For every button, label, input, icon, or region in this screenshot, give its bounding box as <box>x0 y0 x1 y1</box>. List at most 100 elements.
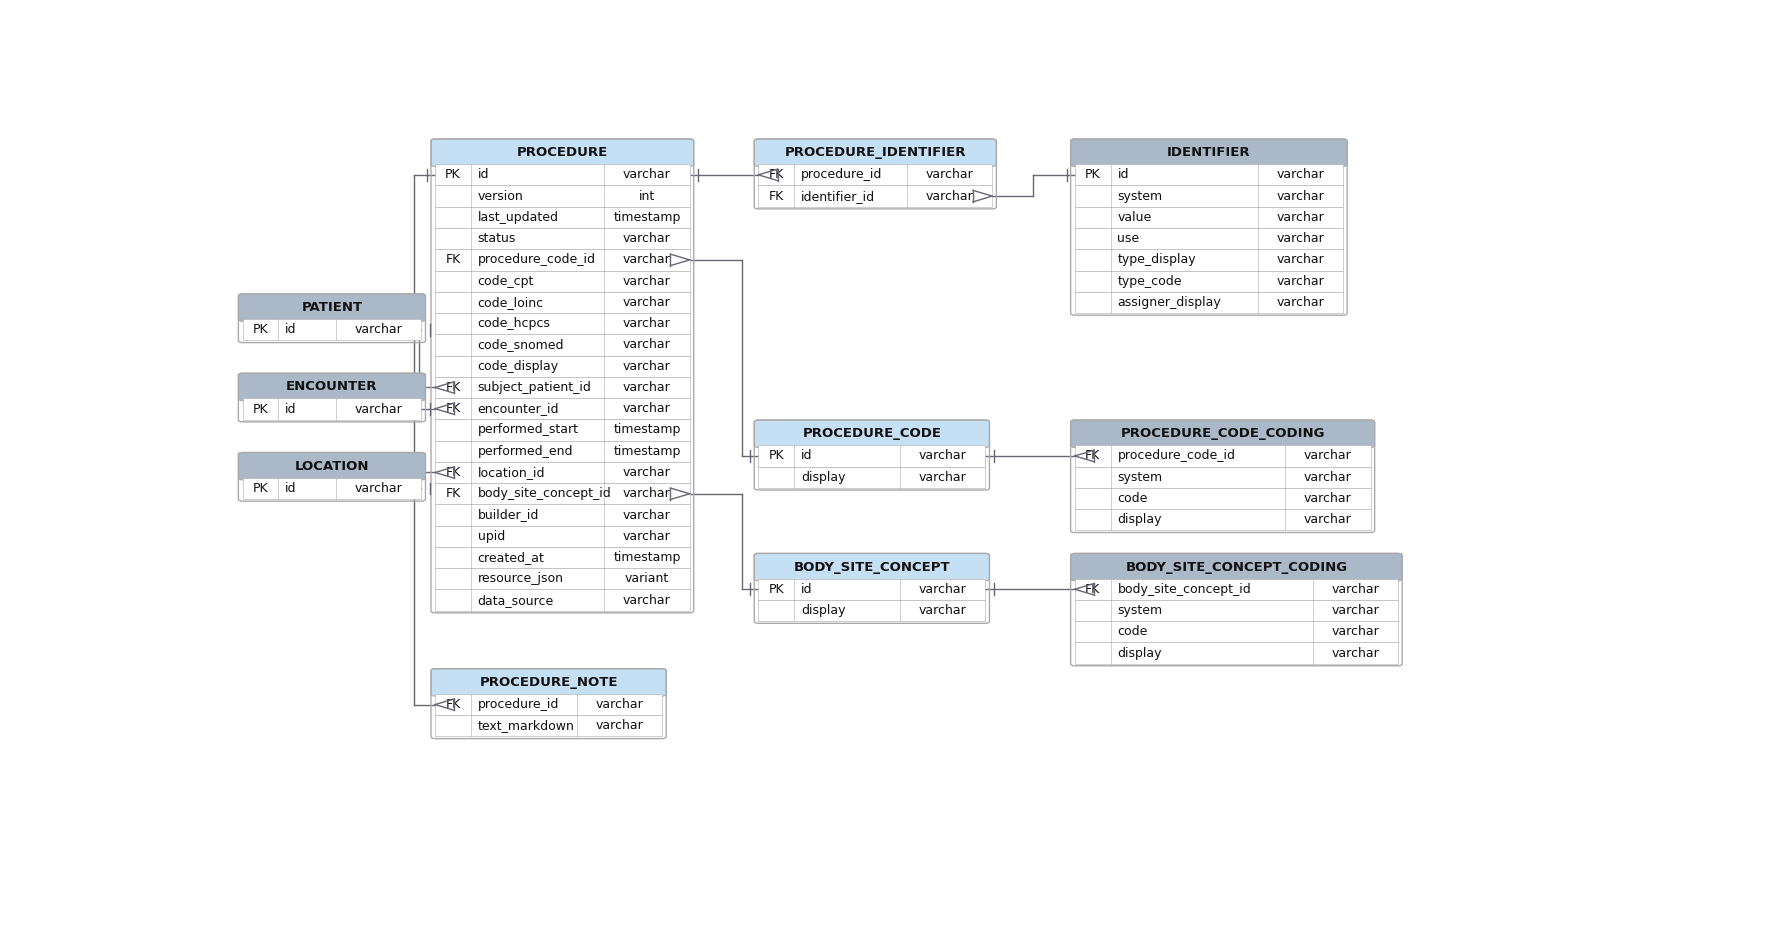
Text: FK: FK <box>1085 449 1100 462</box>
Text: IDENTIFIER: IDENTIFIER <box>1168 146 1251 159</box>
FancyBboxPatch shape <box>431 668 666 696</box>
Text: varchar: varchar <box>1331 604 1379 617</box>
Text: BODY_SITE_CONCEPT: BODY_SITE_CONCEPT <box>793 561 950 574</box>
Text: varchar: varchar <box>1276 274 1324 287</box>
Bar <box>435 441 689 461</box>
FancyBboxPatch shape <box>1070 420 1374 447</box>
Text: procedure_code_id: procedure_code_id <box>1118 449 1235 462</box>
Text: subject_patient_id: subject_patient_id <box>477 381 591 394</box>
Bar <box>1076 292 1344 313</box>
Text: timestamp: timestamp <box>612 445 680 458</box>
Text: PK: PK <box>252 323 268 336</box>
Text: varchar: varchar <box>596 698 643 711</box>
Bar <box>1076 271 1344 292</box>
Bar <box>435 185 689 207</box>
Bar <box>435 694 662 715</box>
Text: varchar: varchar <box>1331 583 1379 595</box>
Text: code_snomed: code_snomed <box>477 339 564 351</box>
Text: varchar: varchar <box>1276 296 1324 309</box>
Text: varchar: varchar <box>623 232 671 245</box>
Text: varchar: varchar <box>623 466 671 479</box>
Text: PK: PK <box>769 449 785 462</box>
Text: performed_start: performed_start <box>477 423 579 436</box>
FancyBboxPatch shape <box>1070 139 1347 167</box>
Text: created_at: created_at <box>477 551 545 564</box>
Text: display: display <box>1118 647 1163 660</box>
Text: varchar: varchar <box>623 530 671 543</box>
Bar <box>435 207 689 228</box>
Text: varchar: varchar <box>623 296 671 309</box>
Bar <box>758 185 992 207</box>
Text: builder_id: builder_id <box>477 508 540 521</box>
Text: varchar: varchar <box>623 359 671 373</box>
Text: code: code <box>1118 492 1148 505</box>
Text: encounter_id: encounter_id <box>477 402 559 416</box>
Text: FK: FK <box>446 488 460 500</box>
Bar <box>1076 578 1399 600</box>
Text: code_display: code_display <box>477 359 559 373</box>
Text: int: int <box>639 190 655 202</box>
Bar <box>435 568 689 590</box>
Text: FK: FK <box>446 698 460 711</box>
Text: varchar: varchar <box>623 508 671 521</box>
Text: variant: variant <box>625 572 669 585</box>
Text: id: id <box>286 482 296 495</box>
Text: PROCEDURE_IDENTIFIER: PROCEDURE_IDENTIFIER <box>785 146 966 159</box>
Bar <box>435 334 689 356</box>
Text: system: system <box>1118 471 1163 484</box>
Bar <box>435 526 689 547</box>
Bar <box>1076 164 1344 185</box>
Text: varchar: varchar <box>623 593 671 607</box>
Text: type_display: type_display <box>1118 254 1196 267</box>
Bar <box>1076 249 1344 271</box>
Text: varchar: varchar <box>623 402 671 416</box>
FancyBboxPatch shape <box>754 139 996 167</box>
Text: PATIENT: PATIENT <box>302 301 362 314</box>
Bar <box>435 249 689 271</box>
Text: varchar: varchar <box>623 168 671 182</box>
Bar <box>758 164 992 185</box>
Bar <box>758 446 985 466</box>
Text: FK: FK <box>446 466 460 479</box>
Bar <box>1076 228 1344 249</box>
Bar <box>1076 600 1399 622</box>
Text: PROCEDURE_CODE: PROCEDURE_CODE <box>802 427 941 440</box>
Text: value: value <box>1118 211 1152 224</box>
Text: performed_end: performed_end <box>477 445 573 458</box>
Text: upid: upid <box>477 530 506 543</box>
Text: varchar: varchar <box>623 488 671 500</box>
Bar <box>435 164 689 185</box>
Text: procedure_code_id: procedure_code_id <box>477 254 596 267</box>
Bar <box>435 547 689 568</box>
Bar <box>1076 466 1370 488</box>
Text: varchar: varchar <box>1305 449 1353 462</box>
Text: varchar: varchar <box>1276 211 1324 224</box>
Text: FK: FK <box>446 381 460 394</box>
Text: varchar: varchar <box>355 402 403 416</box>
Bar <box>1076 642 1399 664</box>
Bar <box>1076 446 1370 466</box>
Text: varchar: varchar <box>596 720 643 732</box>
Text: procedure_id: procedure_id <box>477 698 559 711</box>
Bar <box>435 715 662 737</box>
Bar <box>1076 622 1399 642</box>
Text: PK: PK <box>252 482 268 495</box>
Text: procedure_id: procedure_id <box>801 168 882 182</box>
Text: timestamp: timestamp <box>612 423 680 436</box>
Text: varchar: varchar <box>919 471 967 484</box>
Text: system: system <box>1118 604 1163 617</box>
Text: PROCEDURE: PROCEDURE <box>517 146 609 159</box>
Bar <box>243 399 421 419</box>
Text: varchar: varchar <box>355 323 403 336</box>
Text: varchar: varchar <box>927 168 973 182</box>
Bar <box>435 419 689 441</box>
Text: text_markdown: text_markdown <box>477 720 575 732</box>
Text: display: display <box>801 471 845 484</box>
Text: display: display <box>1118 513 1163 526</box>
Text: PROCEDURE_CODE_CODING: PROCEDURE_CODE_CODING <box>1120 427 1324 440</box>
Text: assigner_display: assigner_display <box>1118 296 1221 309</box>
Text: location_id: location_id <box>477 466 545 479</box>
Text: FK: FK <box>446 254 460 267</box>
Text: version: version <box>477 190 524 202</box>
Text: id: id <box>801 583 813 595</box>
